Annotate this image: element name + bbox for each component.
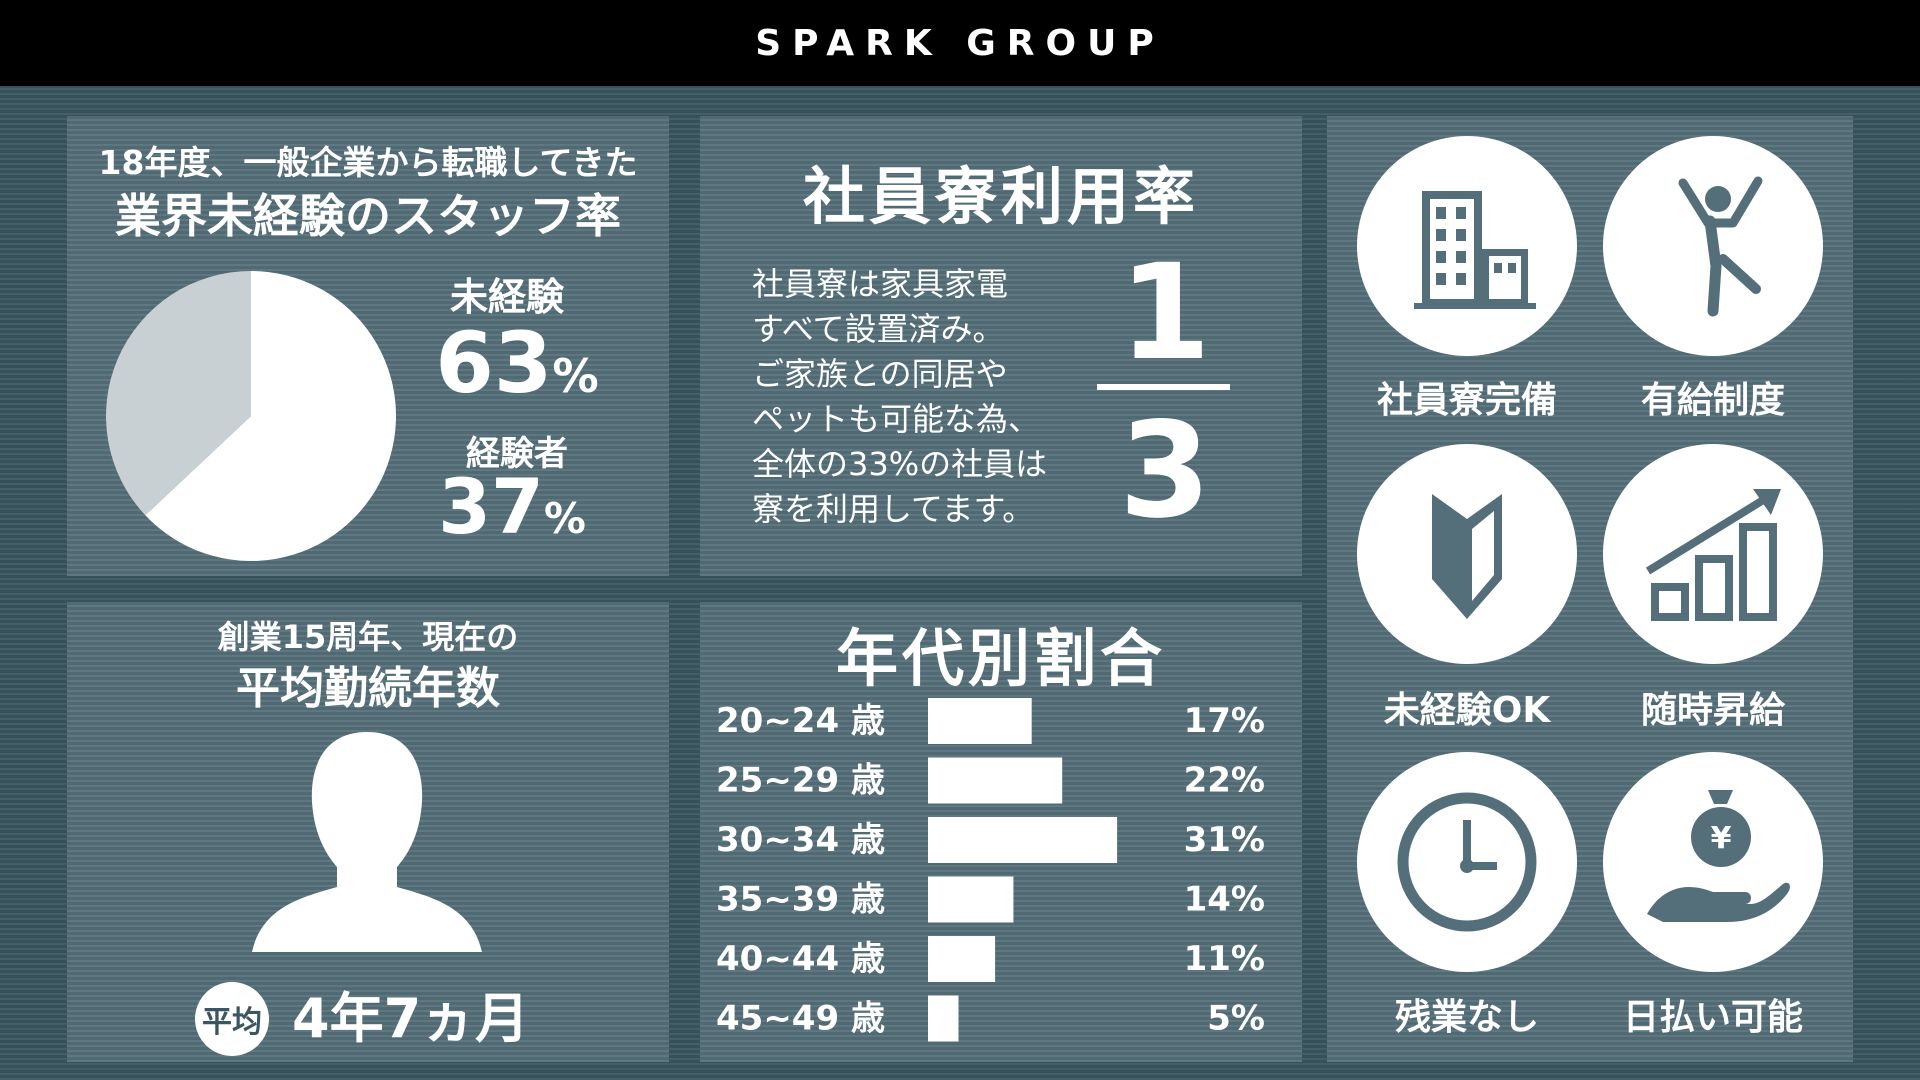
dorm-desc-line: 社員寮は家具家電 bbox=[752, 265, 1009, 303]
age-bar bbox=[928, 817, 1118, 863]
feature-label-beginner-ok: 未経験OK bbox=[1383, 690, 1551, 731]
feature-label-daily-pay: 日払い可能 bbox=[1622, 997, 1803, 1038]
age-bar-chart: 20~24 歳 17% 25~29 歳 22% 30~34 歳 31% 35~39 歳 14%… bbox=[716, 698, 1265, 1042]
age-bar bbox=[928, 936, 996, 982]
money-hand-icon: ¥ bbox=[1603, 752, 1823, 972]
dorm-desc-line: ご家族との同居や bbox=[752, 355, 1008, 393]
dorm-desc-line: 寮を利用してます。 bbox=[752, 490, 1035, 528]
average-badge: 平均 bbox=[195, 982, 269, 1056]
feature-label-raise: 随時昇給 bbox=[1640, 690, 1785, 731]
dorm-desc-line: 全体の33%の社員は bbox=[752, 445, 1048, 483]
dorm-panel: 社員寮利用率 社員寮は家具家電 すべて設置済み。 ご家族との同居や ペットも可能… bbox=[700, 116, 1302, 576]
age-bar bbox=[928, 995, 959, 1042]
tenure-value: 4年7ヵ月 bbox=[292, 987, 530, 1050]
jumping-person-icon bbox=[1603, 136, 1823, 356]
building-icon bbox=[1357, 136, 1577, 356]
experienced-value: 37% bbox=[438, 462, 586, 551]
features-panel: 社員寮完備 有給制度 未経験OK 随時昇給 bbox=[1327, 116, 1853, 1062]
dorm-description: 社員寮は家具家電 すべて設置済み。 ご家族との同居や ペットも可能な為、 全体の… bbox=[752, 262, 1092, 532]
svg-text:¥: ¥ bbox=[1711, 821, 1732, 856]
fraction-denominator: 3 bbox=[1119, 394, 1211, 548]
age-bar bbox=[928, 876, 1014, 923]
dorm-title: 社員寮利用率 bbox=[802, 160, 1199, 233]
age-value-label: 5% bbox=[1207, 999, 1265, 1039]
age-category-label: 40~44 歳 bbox=[716, 939, 885, 979]
age-bar bbox=[928, 757, 1063, 804]
age-category-label: 35~39 歳 bbox=[716, 880, 885, 920]
tenure-title: 平均勤続年数 bbox=[236, 663, 500, 714]
age-panel: 年代別割合 20~24 歳 17% 25~29 歳 22% 30~34 歳 31% 35~3… bbox=[700, 602, 1302, 1062]
header-bar: SPARK GROUP bbox=[0, 0, 1920, 86]
fraction-bar bbox=[1097, 384, 1230, 390]
experience-panel: 18年度、一般企業から転職してきた 業界未経験のスタッフ率 未経験 63% 経験… bbox=[67, 116, 669, 576]
age-category-label: 25~29 歳 bbox=[716, 761, 885, 801]
experience-subtitle: 18年度、一般企業から転職してきた bbox=[98, 143, 638, 182]
age-value-label: 22% bbox=[1184, 761, 1265, 801]
feature-label-paid-leave: 有給制度 bbox=[1640, 380, 1785, 421]
tenure-panel: 創業15周年、現在の 平均勤続年数 平均 4年7ヵ月 bbox=[67, 602, 669, 1062]
age-value-label: 11% bbox=[1184, 939, 1265, 979]
inexperienced-value: 63% bbox=[435, 314, 599, 412]
growth-chart-icon bbox=[1603, 444, 1823, 664]
age-title: 年代別割合 bbox=[835, 622, 1166, 695]
feature-label-no-overtime: 残業なし bbox=[1394, 997, 1539, 1038]
experience-title: 業界未経験のスタッフ率 bbox=[115, 189, 621, 243]
dorm-desc-line: すべて設置済み。 bbox=[752, 310, 1005, 348]
pie-slice-inexperienced bbox=[145, 271, 396, 561]
fraction-numerator: 1 bbox=[1119, 236, 1211, 390]
age-category-label: 45~49 歳 bbox=[716, 999, 885, 1039]
age-value-label: 14% bbox=[1184, 880, 1265, 920]
clock-icon bbox=[1357, 752, 1577, 972]
beginner-mark-icon bbox=[1357, 444, 1577, 664]
inexperienced-label: 未経験 bbox=[449, 275, 564, 319]
brand-title: SPARK GROUP bbox=[755, 22, 1165, 64]
experience-pie-chart bbox=[106, 271, 396, 561]
pie-slice-experienced bbox=[106, 271, 252, 516]
age-value-label: 31% bbox=[1184, 820, 1265, 860]
dorm-desc-line: ペットも可能な為、 bbox=[752, 400, 1041, 438]
age-bar bbox=[928, 698, 1032, 744]
age-value-label: 17% bbox=[1184, 701, 1265, 741]
feature-label-dorm: 社員寮完備 bbox=[1376, 380, 1557, 421]
person-silhouette-icon bbox=[252, 732, 482, 952]
age-category-label: 30~34 歳 bbox=[716, 820, 885, 860]
age-category-label: 20~24 歳 bbox=[716, 701, 885, 741]
tenure-subtitle: 創業15周年、現在の bbox=[217, 618, 519, 656]
experienced-label: 経験者 bbox=[466, 434, 568, 474]
